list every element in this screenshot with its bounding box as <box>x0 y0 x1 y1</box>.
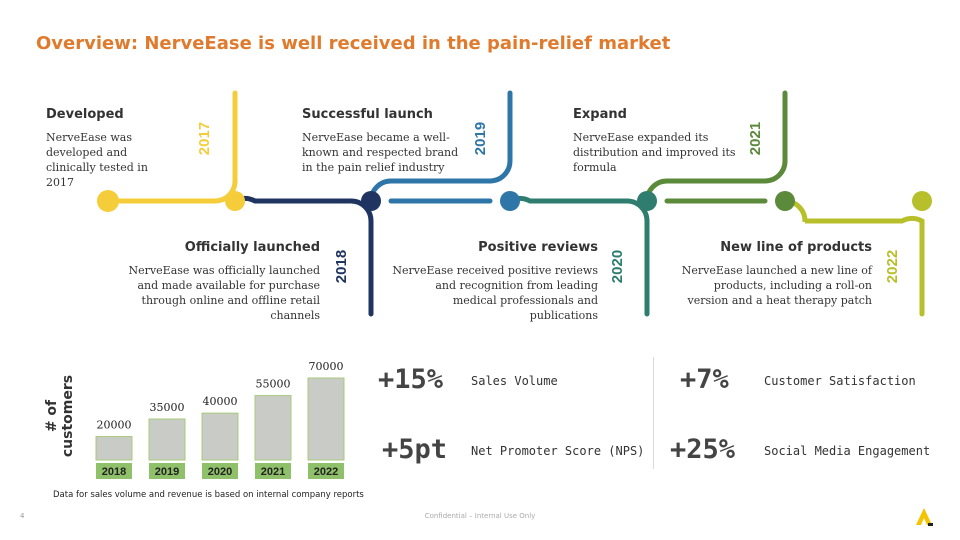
stat-label-sales-volume: Sales Volume <box>471 374 558 388</box>
bar-2019 <box>148 418 186 461</box>
milestone-text-2019: NerveEase became a well-known and respec… <box>302 131 459 174</box>
customers-bar-chart: 20000 2018 35000 2019 40000 2020 55000 2021 7000… <box>95 360 345 479</box>
company-logo-icon <box>916 508 933 526</box>
timeline-segment-2021 <box>644 90 788 204</box>
year-label-2018: 2018 <box>333 249 351 284</box>
year-label-2020: 2020 <box>609 249 627 284</box>
milestone-heading-2018: Officially launched <box>184 240 320 255</box>
timeline-node-2019 <box>500 191 520 211</box>
category-label-bg-2018 <box>96 463 132 479</box>
bar-2021 <box>254 395 292 461</box>
stat-value-social-media: +25% <box>670 434 736 465</box>
chart-source-note: Data for sales volume and revenue is bas… <box>53 490 364 500</box>
timeline-node-2020 <box>637 191 657 211</box>
stat-value-customer-satisfaction: +7% <box>680 364 729 395</box>
timeline-start-dot <box>97 190 119 212</box>
year-label-2017: 2017 <box>196 121 214 156</box>
stat-label-nps: Net Promoter Score (NPS) <box>471 444 645 458</box>
timeline-node-2017 <box>225 191 245 211</box>
milestone-text-2017: NerveEase was developed and clinically t… <box>46 131 148 189</box>
milestone-heading-2021: Expand <box>573 107 627 122</box>
bar-value-label-2018: 20000 <box>97 419 132 432</box>
bar-2022 <box>307 377 345 461</box>
milestone-heading-2022: New line of products <box>720 240 872 255</box>
bar-value-label-2021: 55000 <box>256 378 291 391</box>
milestone-text-2020: NerveEase received positive reviews and … <box>392 264 598 322</box>
bar-2018 <box>95 436 133 461</box>
milestone-heading-2019: Successful launch <box>302 107 433 122</box>
stat-value-nps: +5pt <box>382 434 448 465</box>
page-number: 4 <box>20 512 25 520</box>
category-label-2019: 2019 <box>155 466 179 478</box>
confidential-note: Confidential – Internal Use Only <box>424 512 536 520</box>
category-label-bg-2022 <box>308 463 344 479</box>
category-label-bg-2019 <box>149 463 185 479</box>
bar-value-label-2019: 35000 <box>150 401 185 414</box>
bar-2020 <box>201 412 239 461</box>
page-title: Overview: NerveEase is well received in … <box>36 33 671 54</box>
stat-label-social-media: Social Media Engagement <box>764 444 931 458</box>
category-label-2018: 2018 <box>102 466 126 478</box>
category-label-bg-2020 <box>202 463 238 479</box>
bar-value-label-2022: 70000 <box>309 360 344 373</box>
milestone-text-2022: NerveEase launched a new line of product… <box>681 264 872 307</box>
stats-divider <box>653 357 654 469</box>
chart-y-axis-label: # of customers <box>44 374 76 458</box>
bar-value-label-2020: 40000 <box>203 395 238 408</box>
milestone-heading-2020: Positive reviews <box>478 240 598 255</box>
category-label-2020: 2020 <box>208 466 232 478</box>
stat-value-sales-volume: +15% <box>378 364 444 395</box>
timeline-segment-2019 <box>368 90 513 204</box>
timeline-node-2022 <box>912 191 932 211</box>
year-label-2022: 2022 <box>884 249 902 284</box>
year-label-2019: 2019 <box>472 121 490 156</box>
milestone-text-2018: NerveEase was officially launched and ma… <box>128 264 320 322</box>
milestone-text-2021: NerveEase expanded its distribution and … <box>573 131 736 174</box>
category-label-2021: 2021 <box>261 466 285 478</box>
milestone-heading-2017: Developed <box>46 107 124 122</box>
category-label-bg-2021 <box>255 463 291 479</box>
category-label-2022: 2022 <box>314 466 338 478</box>
year-label-2021: 2021 <box>747 121 765 156</box>
stat-label-customer-satisfaction: Customer Satisfaction <box>764 374 916 388</box>
timeline-node-2018 <box>361 191 381 211</box>
timeline-node-2021 <box>775 191 795 211</box>
